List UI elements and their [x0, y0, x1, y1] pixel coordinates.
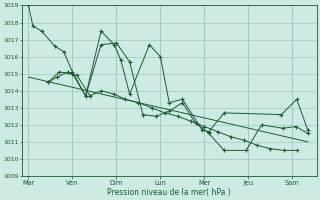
X-axis label: Pression niveau de la mer( hPa ): Pression niveau de la mer( hPa ) — [107, 188, 231, 197]
